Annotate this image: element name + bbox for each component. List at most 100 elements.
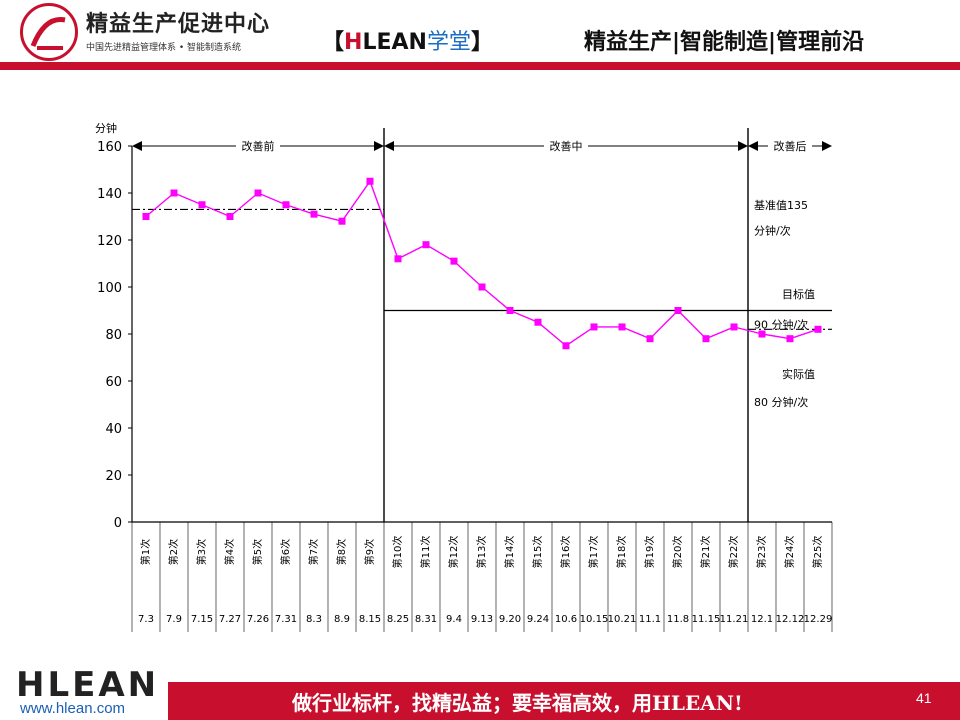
- phase-markers: 改善前 改善中 改善后: [132, 128, 832, 522]
- data-point: [394, 255, 402, 263]
- x-date-label: 9.4: [446, 614, 462, 625]
- data-point: [422, 241, 430, 249]
- series-line: [145, 179, 819, 347]
- data-point: [562, 342, 570, 350]
- y-tick-label: 140: [97, 187, 122, 202]
- x-date-label: 7.15: [191, 614, 213, 625]
- x-date-label: 11.21: [720, 614, 749, 625]
- line-chart: 0 20 40 60 80 100 120 140 160 分钟 改善前 改善中 改善后 第1次 第2…: [95, 121, 833, 632]
- x-category-label: 第20次: [671, 536, 684, 569]
- logo-title: 精益生产促进中心: [86, 12, 271, 37]
- x-date-label: 10.15: [580, 614, 609, 625]
- x-date-label: 10.21: [608, 614, 637, 625]
- data-point: [478, 283, 486, 291]
- annotation-label: 目标值: [782, 287, 815, 301]
- phase-label: 改善后: [774, 139, 807, 153]
- phase-arrow-head-right: [374, 141, 384, 151]
- data-point: [282, 201, 290, 209]
- x-category-label: 第11次: [419, 536, 432, 569]
- data-point: [254, 189, 262, 197]
- footer-bar: [168, 682, 960, 720]
- data-point: [170, 189, 178, 197]
- x-category-label: 第15次: [531, 536, 544, 569]
- x-category-label: 第12次: [447, 536, 460, 569]
- x-date-label: 10.6: [555, 614, 577, 625]
- x-category-label: 第22次: [727, 536, 740, 569]
- data-point: [450, 257, 458, 265]
- x-category-label: 第16次: [559, 536, 572, 569]
- x-category-label: 第5次: [251, 539, 264, 565]
- logo-mark-icon: [30, 17, 66, 50]
- x-category-label: 第13次: [475, 536, 488, 569]
- x-category-label: 第2次: [167, 539, 180, 565]
- x-date-label: 11.1: [639, 614, 661, 625]
- data-point: [786, 335, 794, 343]
- footer-url[interactable]: www.hlean.com: [20, 700, 126, 717]
- phase-arrow-head-left: [132, 141, 142, 151]
- y-axis-label: 分钟: [95, 121, 117, 135]
- data-point: [534, 318, 542, 326]
- data-point: [730, 323, 738, 331]
- x-date-label: 9.24: [527, 614, 549, 625]
- phase-label: 改善前: [242, 139, 275, 153]
- annotation-label: 基准值135: [754, 199, 808, 212]
- y-tick-label: 80: [105, 328, 122, 343]
- y-tick-label: 120: [97, 234, 122, 249]
- x-category-label: 第23次: [755, 536, 768, 569]
- x-date-label: 7.31: [275, 614, 297, 625]
- data-point: [506, 307, 514, 314]
- x-date-label: 12.29: [804, 614, 833, 625]
- y-tick-label: 20: [105, 469, 122, 484]
- x-date-label: 9.13: [471, 614, 493, 625]
- data-point: [758, 330, 766, 338]
- annotation-label: 实际值: [782, 367, 815, 381]
- brand-bracket-right: 】: [470, 30, 493, 55]
- x-category-label: 第7次: [307, 539, 320, 565]
- x-category-label: 第17次: [587, 536, 600, 569]
- x-category-label: 第14次: [503, 536, 516, 569]
- data-point: [226, 213, 234, 220]
- y-tick-label: 0: [114, 516, 122, 531]
- header: 精益生产促进中心 中国先进精益管理体系 • 智能制造系统 【HLEAN学堂】 精…: [0, 0, 960, 72]
- x-category-label: 第1次: [139, 539, 152, 565]
- data-point: [814, 325, 822, 333]
- x-category-label: 第9次: [363, 539, 376, 565]
- y-tick-label: 160: [97, 140, 122, 155]
- annotation-label: 分钟/次: [754, 224, 791, 238]
- x-date-label: 8.9: [334, 614, 350, 625]
- x-category-label: 第18次: [615, 536, 628, 569]
- x-category-label: 第6次: [279, 539, 292, 565]
- data-point: [590, 323, 598, 331]
- data-point: [702, 335, 710, 343]
- data-point: [618, 323, 626, 331]
- x-category-label: 第24次: [783, 536, 796, 569]
- data-point: [310, 210, 318, 218]
- reference-lines: [132, 208, 832, 330]
- phase-label-bg: [768, 137, 812, 153]
- chart-container: 0 20 40 60 80 100 120 140 160 分钟 改善前 改善中 改善后 第1次 第2…: [90, 110, 850, 640]
- x-category-label: 第8次: [335, 539, 348, 565]
- phase-label-bg: [236, 137, 280, 153]
- x-category-label: 第4次: [223, 539, 236, 565]
- brand-bracket-left: 【: [322, 30, 345, 55]
- logo-subtitle: 中国先进精益管理体系 • 智能制造系统: [86, 43, 242, 53]
- brand-school: 学堂: [426, 30, 471, 55]
- y-tick-label: 60: [105, 375, 122, 390]
- x-category-label: 第21次: [699, 536, 712, 569]
- logo-icon: [20, 3, 78, 61]
- x-date-label: 7.27: [219, 614, 241, 625]
- y-tick-label: 40: [105, 422, 122, 437]
- data-point: [646, 335, 654, 343]
- x-category-label: 第3次: [195, 539, 208, 565]
- x-date-label: 7.26: [247, 614, 269, 625]
- x-date-label: 11.8: [667, 614, 689, 625]
- header-tagline: 精益生产|智能制造|管理前沿: [584, 30, 865, 55]
- header-divider: [0, 62, 960, 70]
- page-number: 41: [916, 690, 932, 706]
- brand-h: H: [344, 30, 363, 55]
- data-point: [198, 201, 206, 209]
- y-tick-label: 100: [97, 281, 122, 296]
- x-category-label: 第25次: [811, 536, 824, 569]
- data-point: [674, 307, 682, 314]
